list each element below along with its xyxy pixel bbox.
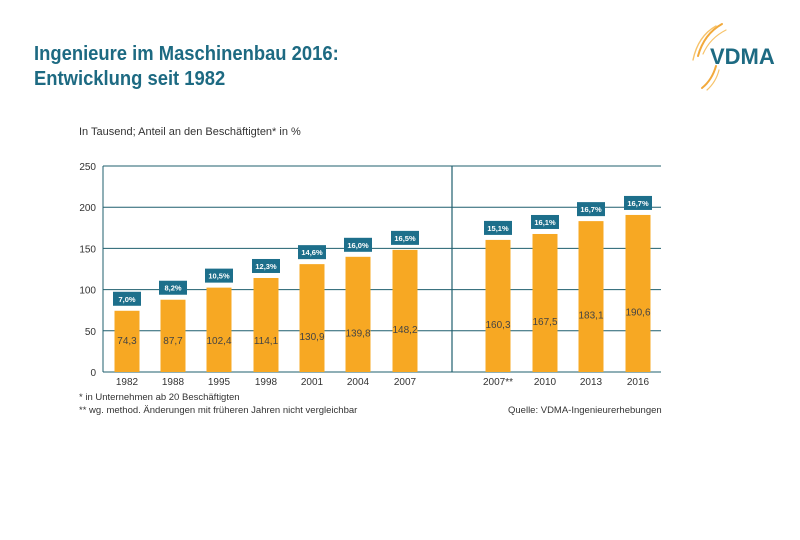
share-label: 7,0% xyxy=(118,295,135,304)
bar xyxy=(625,214,651,372)
y-tick-label: 250 xyxy=(79,162,96,173)
share-label-box xyxy=(252,258,280,273)
x-tick-label: 1988 xyxy=(162,377,185,388)
bar xyxy=(345,256,371,372)
share-label: 15,1% xyxy=(487,224,509,233)
y-tick-label: 100 xyxy=(79,286,96,297)
value-label: 183,1 xyxy=(578,311,603,322)
share-label: 12,3% xyxy=(255,262,277,271)
x-tick-label: 2007 xyxy=(394,377,417,388)
value-label: 190,6 xyxy=(625,307,650,318)
x-tick-label: 1998 xyxy=(255,377,278,388)
share-label-box xyxy=(159,280,187,295)
bar xyxy=(114,310,140,372)
x-tick-label: 2004 xyxy=(347,377,370,388)
x-tick-label: 2010 xyxy=(534,377,557,388)
share-label-box xyxy=(344,237,372,252)
share-label-box xyxy=(624,195,652,210)
share-label: 16,0% xyxy=(347,241,369,250)
share-label-box xyxy=(577,202,605,217)
share-label: 16,1% xyxy=(534,218,556,227)
x-tick-label: 1982 xyxy=(116,377,139,388)
y-tick-label: 50 xyxy=(85,327,97,338)
value-label: 160,3 xyxy=(485,320,510,331)
share-label-box xyxy=(484,220,512,235)
share-label: 14,6% xyxy=(301,248,323,257)
vdma-logo: VDMA xyxy=(692,23,775,91)
share-label-box xyxy=(391,230,419,245)
title-line-2: Entwicklung seit 1982 xyxy=(34,68,226,90)
share-label: 16,7% xyxy=(627,199,649,208)
bar xyxy=(206,287,232,372)
value-label: 139,8 xyxy=(345,328,370,339)
x-tick-label: 2001 xyxy=(301,377,324,388)
logo-text: VDMA xyxy=(710,44,775,69)
bar xyxy=(253,277,279,372)
chart-subtitle: In Tausend; Anteil an den Beschäftigten*… xyxy=(79,126,301,138)
footnote-1: * in Unternehmen ab 20 Beschäftigten xyxy=(79,392,240,403)
source-note: Quelle: VDMA-Ingenieurerhebungen xyxy=(508,405,662,416)
title-line-1: Ingenieure im Maschinenbau 2016: xyxy=(34,43,339,65)
value-label: 87,7 xyxy=(163,336,183,347)
value-label: 114,1 xyxy=(254,336,279,347)
bar xyxy=(299,264,325,372)
share-label: 16,5% xyxy=(394,234,416,243)
bar xyxy=(485,239,511,372)
value-label: 74,3 xyxy=(117,336,137,347)
share-label-box xyxy=(113,291,141,306)
bar xyxy=(532,233,558,372)
footnote-2: ** wg. method. Änderungen mit früheren J… xyxy=(79,405,358,416)
share-label: 10,5% xyxy=(208,272,230,281)
y-tick-label: 150 xyxy=(79,244,96,255)
page-title: Ingenieure im Maschinenbau 2016: Entwick… xyxy=(34,42,339,92)
share-label-box xyxy=(298,245,326,260)
x-tick-label: 1995 xyxy=(208,377,231,388)
bar xyxy=(160,299,186,372)
value-label: 148,2 xyxy=(392,325,417,336)
share-label: 16,7% xyxy=(580,205,602,214)
value-label: 167,5 xyxy=(532,317,557,328)
share-label-box xyxy=(205,268,233,283)
bar xyxy=(578,221,604,372)
value-label: 130,9 xyxy=(299,332,324,343)
share-label-box xyxy=(531,214,559,229)
value-label: 102,4 xyxy=(206,336,231,347)
bar xyxy=(392,249,418,372)
y-tick-label: 0 xyxy=(90,368,96,379)
x-tick-label: 2016 xyxy=(627,377,650,388)
x-tick-label: 2007** xyxy=(483,377,513,388)
share-label: 8,2% xyxy=(164,284,181,293)
y-tick-label: 200 xyxy=(79,203,96,214)
x-tick-label: 2013 xyxy=(580,377,603,388)
